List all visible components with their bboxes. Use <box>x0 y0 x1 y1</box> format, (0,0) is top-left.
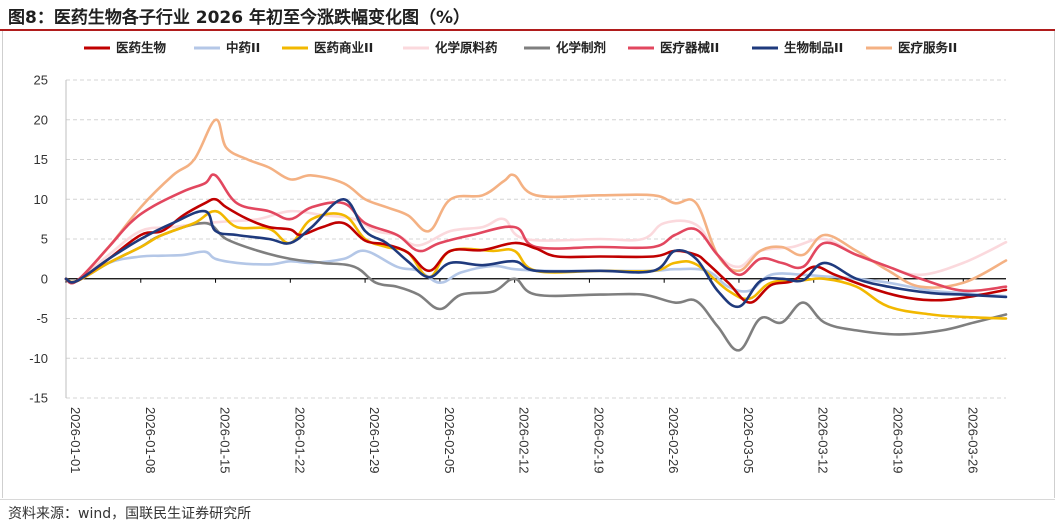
y-tick-label: 10 <box>34 192 48 207</box>
x-tick-label: 2026-01-29 <box>367 407 382 474</box>
series-line-3 <box>64 209 1008 320</box>
legend-label: 医疗服务II <box>898 40 957 55</box>
y-tick-label: 15 <box>34 152 48 167</box>
series-line-8 <box>64 118 1008 289</box>
series-line-5 <box>64 221 1008 352</box>
x-tick-label: 2026-03-05 <box>741 407 756 474</box>
figure-title: 图8：医药生物各子行业 2026 年初至今涨跌幅变化图（%） <box>8 8 471 28</box>
y-tick-label: -5 <box>36 311 48 326</box>
x-tick-label: 2026-02-05 <box>442 407 457 474</box>
x-tick-label: 2026-03-12 <box>816 407 831 474</box>
title-rule <box>0 29 1055 31</box>
x-tick-label: 2026-01-22 <box>292 407 307 474</box>
legend-label: 中药II <box>226 40 260 55</box>
legend-label: 化学原料药 <box>435 40 498 55</box>
y-tick-label: 20 <box>34 112 48 127</box>
line-chart: -15 -10 -5 0 5 10 15 20 25 2026-01-01 2026-01-08 20… <box>29 40 1008 474</box>
axis-layer: -15 -10 -5 0 5 10 15 20 25 2026-01-01 2026-01-08 20… <box>29 73 1006 474</box>
source-note: 资料来源：wind，国联民生证券研究所 <box>8 506 252 522</box>
x-tick-label: 2026-03-26 <box>965 407 980 474</box>
x-tick-label: 2026-01-01 <box>68 407 83 474</box>
series-line-6 <box>64 173 1008 293</box>
legend-label: 医药商业II <box>314 40 373 55</box>
y-tick-label: 0 <box>41 271 48 286</box>
x-tick-label: 2026-01-15 <box>218 407 233 474</box>
legend-label: 生物制品II <box>784 40 843 55</box>
x-tick-label: 2026-02-12 <box>517 407 532 474</box>
y-tick-label: -15 <box>29 391 48 406</box>
x-tick-label: 2026-02-19 <box>591 407 606 474</box>
y-tick-label: 5 <box>41 232 48 247</box>
x-tick-label: 2026-03-19 <box>891 407 906 474</box>
x-tick-label: 2026-01-08 <box>143 407 158 474</box>
bottom-rule <box>0 499 1055 500</box>
series-line-1 <box>64 197 1008 304</box>
y-tick-label: -10 <box>29 351 48 366</box>
legend-label: 化学制剂 <box>556 40 606 55</box>
series-layer <box>64 118 1008 352</box>
legend-label: 医疗器械II <box>660 40 719 55</box>
series-line-7 <box>64 198 1008 309</box>
legend-label: 医药生物 <box>116 40 167 55</box>
y-tick-label: 25 <box>34 73 48 88</box>
legend-layer: 医药生物 中药II 医药商业II 化学原料药 化学制剂 医疗器械II 生物制品II 医疗服务I… <box>84 40 957 55</box>
x-tick-label: 2026-02-26 <box>666 407 681 474</box>
